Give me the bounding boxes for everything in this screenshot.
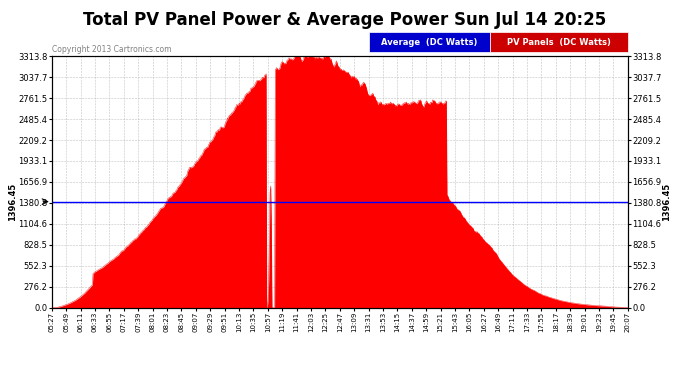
Text: Copyright 2013 Cartronics.com: Copyright 2013 Cartronics.com [52,45,171,54]
Text: PV Panels  (DC Watts): PV Panels (DC Watts) [507,38,611,47]
Text: Average  (DC Watts): Average (DC Watts) [382,38,477,47]
Text: 1396.45: 1396.45 [8,183,17,221]
Text: Total PV Panel Power & Average Power Sun Jul 14 20:25: Total PV Panel Power & Average Power Sun… [83,11,607,29]
Text: 1396.45: 1396.45 [662,183,671,221]
